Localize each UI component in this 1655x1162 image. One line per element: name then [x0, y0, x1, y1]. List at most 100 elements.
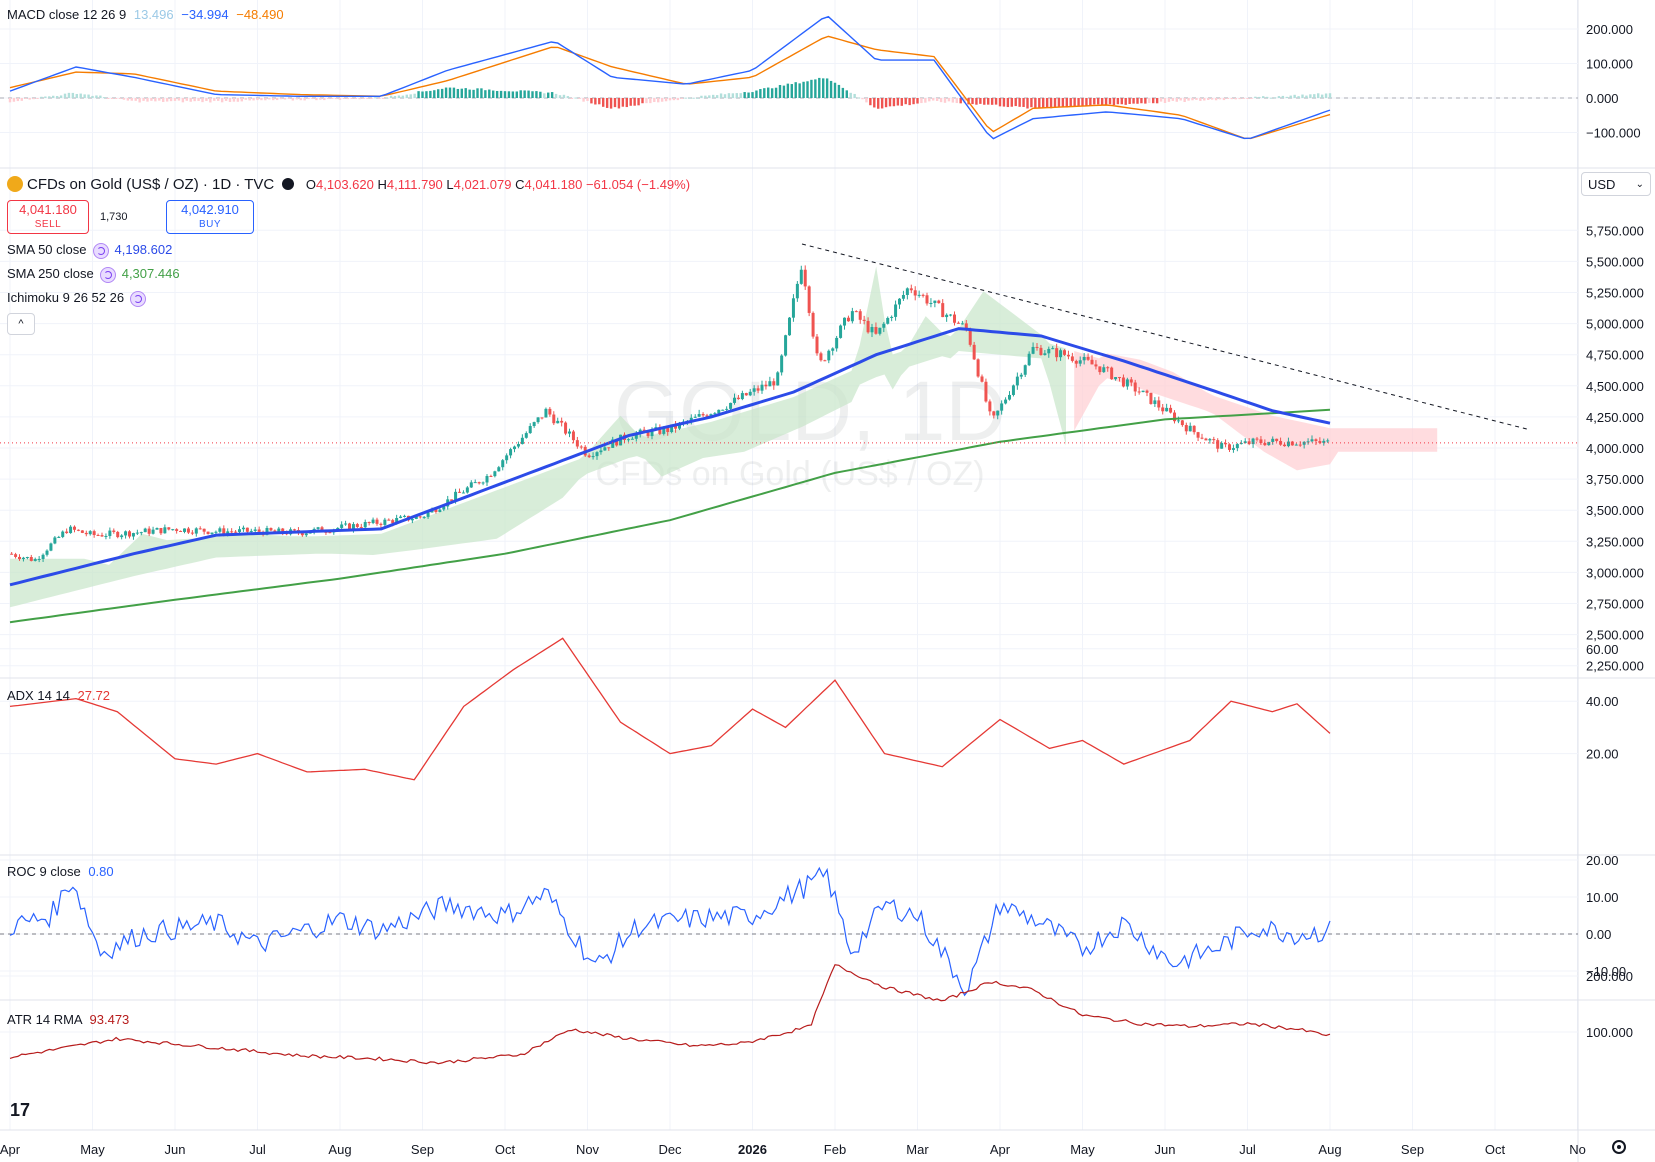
- macd-histogram-bar: [158, 98, 161, 101]
- sma250-label: SMA 250 close: [7, 266, 94, 281]
- candle-body: [1267, 441, 1271, 446]
- candle-body: [190, 532, 194, 534]
- candle-body: [29, 557, 33, 561]
- time-tick-label: Aug: [328, 1142, 351, 1157]
- macd-histogram-bar: [110, 98, 114, 99]
- macd-histogram-bar: [825, 78, 829, 98]
- sma250-legend[interactable]: SMA 250 close 4,307.446: [7, 266, 180, 283]
- tradingview-logo[interactable]: 17: [10, 1100, 31, 1120]
- settings-gear-icon[interactable]: [1612, 1140, 1626, 1154]
- candle-body: [788, 317, 792, 336]
- sell-button[interactable]: 4,041.180 SELL: [7, 200, 89, 234]
- macd-histogram-bar: [95, 95, 98, 98]
- macd-histogram-bar: [550, 92, 554, 98]
- price-tick-label: 4,000.000: [1586, 441, 1644, 456]
- candle-body: [422, 516, 426, 518]
- candle-body: [791, 298, 795, 318]
- candle-body: [206, 531, 210, 534]
- macd-histogram-bar: [1187, 98, 1190, 101]
- candle-body: [300, 533, 304, 536]
- candle-body: [744, 393, 748, 396]
- currency-select[interactable]: USD ⌄: [1581, 172, 1651, 196]
- candle-body: [1318, 441, 1322, 443]
- macd-histogram-bar: [1328, 93, 1332, 98]
- macd-histogram-bar: [719, 93, 723, 98]
- macd-histogram-bar: [103, 97, 106, 99]
- macd-histogram-bar: [939, 98, 943, 103]
- macd-hist-value: 13.496: [133, 7, 174, 22]
- candle-body: [1039, 347, 1043, 356]
- macd-histogram-bar: [1144, 98, 1147, 104]
- price-tick-label: 200.000: [1586, 969, 1633, 984]
- symbol-title[interactable]: CFDs on Gold (US$ / OZ) · 1D · TVC: [27, 176, 275, 193]
- macd-histogram-bar: [417, 91, 420, 98]
- candle-body: [705, 415, 709, 417]
- buy-button[interactable]: 4,042.910 BUY: [166, 200, 254, 234]
- candle-body: [1129, 379, 1133, 383]
- candle-body: [819, 353, 823, 361]
- macd-histogram-bar: [1077, 98, 1080, 107]
- macd-histogram-bar: [452, 87, 456, 98]
- candle-body: [1188, 425, 1192, 432]
- market-status-icon[interactable]: [282, 178, 295, 190]
- candle-body: [1011, 385, 1015, 395]
- macd-histogram-bar: [67, 92, 71, 98]
- refresh-icon[interactable]: [99, 266, 116, 283]
- change-value: −61.054 (−1.49%): [585, 177, 691, 192]
- macd-histogram-bar: [574, 97, 577, 99]
- macd-histogram-bar: [845, 90, 848, 98]
- symbol-header: CFDs on Gold (US$ / OZ) · 1D · TVC O4,10…: [7, 176, 690, 193]
- macd-histogram-bar: [1203, 98, 1206, 101]
- macd-histogram-bar: [303, 98, 306, 101]
- candle-body: [304, 533, 308, 536]
- candle-body: [1306, 441, 1310, 443]
- ichimoku-legend[interactable]: Ichimoku 9 26 52 26: [7, 290, 152, 307]
- macd-histogram-bar: [1265, 96, 1269, 98]
- macd-histogram-bar: [307, 98, 310, 100]
- candle-body: [104, 535, 108, 537]
- macd-histogram-bar: [822, 78, 825, 98]
- collapse-legend-button[interactable]: ^: [7, 313, 35, 335]
- candle-body: [843, 317, 847, 326]
- candle-body: [469, 482, 473, 488]
- macd-histogram-bar: [1309, 94, 1312, 98]
- candle-body: [238, 529, 242, 532]
- price-tick-label: 4,250.000: [1586, 410, 1644, 425]
- candle-body: [980, 376, 984, 382]
- sma50-legend[interactable]: SMA 50 close 4,198.602: [7, 242, 172, 259]
- candle-body: [426, 512, 430, 517]
- candle-body: [544, 408, 548, 418]
- candle-body: [367, 521, 371, 524]
- candle-body: [1059, 350, 1063, 358]
- candle-body: [108, 530, 112, 536]
- candle-body: [410, 518, 414, 521]
- candle-body: [729, 402, 733, 409]
- macd-histogram-bar: [499, 90, 503, 98]
- macd-histogram-bar: [397, 95, 401, 98]
- candle-body: [1326, 440, 1330, 442]
- candle-body: [391, 520, 395, 524]
- macd-histogram-bar: [841, 87, 845, 98]
- macd-histogram-bar: [708, 95, 711, 98]
- macd-histogram-bar: [8, 98, 12, 103]
- macd-histogram-bar: [366, 98, 369, 99]
- candle-body: [395, 517, 399, 524]
- candle-body: [131, 533, 135, 537]
- candle-body: [803, 269, 807, 287]
- macd-histogram-bar: [503, 91, 507, 98]
- macd-histogram-bar: [1199, 98, 1202, 101]
- candle-body: [532, 422, 536, 427]
- time-tick-label: 2026: [738, 1142, 767, 1157]
- macd-histogram-bar: [52, 95, 55, 98]
- macd-histogram-bar: [547, 92, 550, 98]
- candle-body: [379, 523, 383, 525]
- macd-histogram-bar: [657, 98, 660, 103]
- refresh-icon[interactable]: [92, 242, 109, 259]
- macd-histogram-bar: [920, 98, 923, 104]
- macd-histogram-bar: [1254, 96, 1257, 98]
- candle-body: [61, 531, 65, 537]
- candle-body: [33, 559, 37, 561]
- refresh-icon[interactable]: [130, 290, 147, 307]
- macd-histogram-bar: [232, 98, 236, 102]
